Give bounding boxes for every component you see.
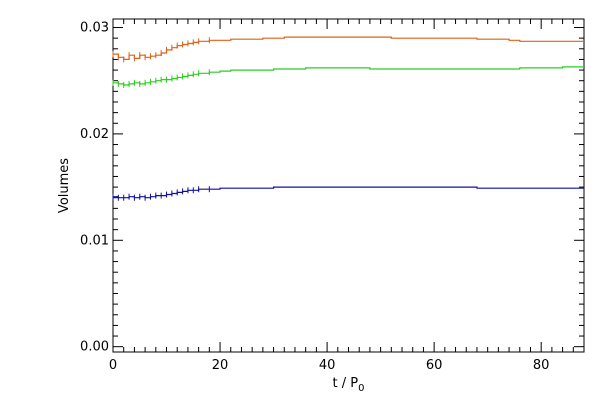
y-tick-label: 0.01	[80, 233, 109, 248]
axis-ticks	[112, 19, 585, 352]
y-axis-title: Volumes	[57, 158, 72, 213]
x-tick-label: 80	[533, 358, 550, 373]
series-layer	[112, 36, 584, 201]
x-axis-title-main: t / P	[333, 376, 359, 391]
y-tick-label: 0.02	[80, 127, 109, 142]
axis-tick-labels: 0 20 40 60 80 0.00 0.01 0.02 0.03	[80, 21, 549, 373]
y-tick-label: 0.03	[80, 21, 109, 36]
series-line-3	[113, 186, 584, 199]
x-tick-label: 40	[319, 358, 336, 373]
x-tick-label: 60	[426, 358, 443, 373]
series-line-2	[113, 66, 584, 86]
x-tick-label: 0	[109, 358, 117, 373]
series-line-1	[113, 36, 584, 60]
x-tick-label: 20	[212, 358, 229, 373]
x-axis-title-subscript: 0	[358, 383, 364, 394]
y-tick-label: 0.00	[80, 340, 109, 355]
x-axis-title: t / P0	[333, 376, 365, 394]
